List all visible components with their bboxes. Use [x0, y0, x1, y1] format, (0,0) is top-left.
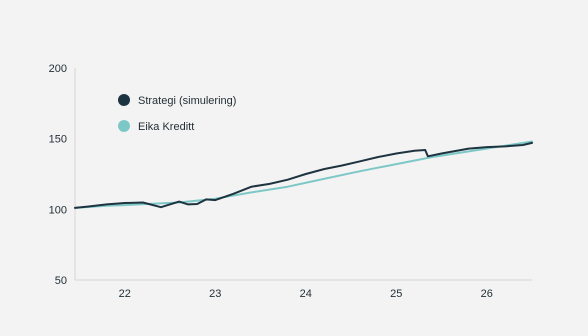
y-tick-label-100: 100: [49, 204, 67, 216]
y-tick-label-150: 150: [49, 134, 67, 146]
series-line-strategi-simulering: [74, 141, 533, 209]
legend-label-0: Strategi (simulering): [138, 95, 236, 107]
y-tick-label-50: 50: [55, 275, 67, 287]
x-tick-label-25: 25: [390, 288, 402, 300]
legend: Strategi (simulering) Eika Kreditt: [118, 94, 236, 133]
series-lines: [74, 140, 533, 209]
legend-swatch-0: [118, 94, 130, 106]
x-tick-label-22: 22: [119, 288, 131, 300]
x-tick-label-23: 23: [209, 288, 221, 300]
series-line-eika-kreditt: [74, 140, 533, 209]
y-tick-label-200: 200: [49, 63, 67, 75]
legend-label-1: Eika Kreditt: [138, 121, 194, 133]
y-tick-labels: 50 100 150 200: [49, 63, 67, 287]
legend-swatch-1: [118, 120, 130, 132]
x-tick-labels: 22 23 24 25 26: [119, 288, 493, 300]
x-tick-label-26: 26: [481, 288, 493, 300]
x-tick-label-24: 24: [300, 288, 312, 300]
